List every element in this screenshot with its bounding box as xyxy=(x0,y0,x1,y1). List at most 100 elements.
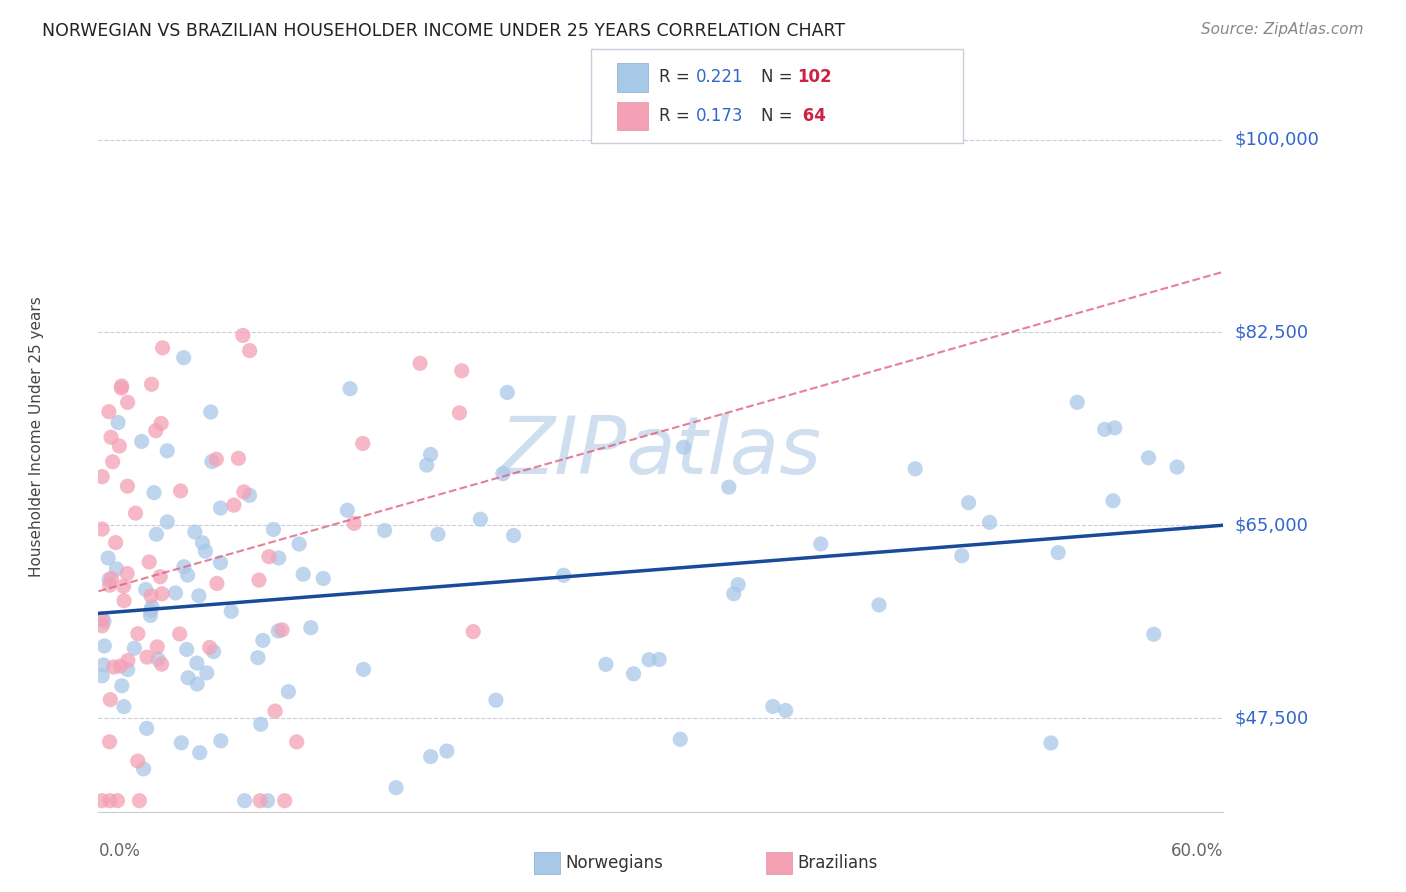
Point xyxy=(374,524,396,538)
Point xyxy=(409,356,432,370)
Point xyxy=(1166,460,1188,475)
Point xyxy=(485,693,508,707)
Point xyxy=(436,744,458,758)
Point xyxy=(117,395,139,409)
Point xyxy=(98,735,121,749)
Point xyxy=(1047,546,1070,560)
Point xyxy=(93,639,115,653)
Point xyxy=(141,599,163,614)
Point xyxy=(145,527,167,541)
Point xyxy=(111,679,134,693)
Point xyxy=(775,703,797,717)
Point xyxy=(232,328,254,343)
Point xyxy=(449,406,471,420)
Point xyxy=(117,479,139,493)
Point xyxy=(177,671,200,685)
Text: 0.221: 0.221 xyxy=(696,69,744,87)
Point xyxy=(173,351,195,365)
Text: 0.0%: 0.0% xyxy=(98,842,141,860)
Point xyxy=(1137,450,1160,465)
Point xyxy=(257,549,280,564)
Point xyxy=(1039,736,1062,750)
Point xyxy=(91,794,114,808)
Text: $65,000: $65,000 xyxy=(1234,516,1308,534)
Point xyxy=(1066,395,1088,409)
Point xyxy=(103,660,125,674)
Point xyxy=(957,496,980,510)
Point xyxy=(141,377,163,392)
Point xyxy=(352,436,374,450)
Point xyxy=(426,527,449,541)
Point xyxy=(205,576,228,591)
Point xyxy=(169,483,191,498)
Point xyxy=(222,498,245,512)
Point xyxy=(104,535,127,549)
Point xyxy=(267,551,290,566)
Point xyxy=(98,692,121,706)
Point xyxy=(1102,493,1125,508)
Point xyxy=(492,467,515,481)
Point xyxy=(149,570,172,584)
Point xyxy=(336,503,359,517)
Point xyxy=(145,424,167,438)
Point xyxy=(247,573,270,587)
Point xyxy=(91,469,114,483)
Point xyxy=(139,608,162,623)
Point xyxy=(152,341,174,355)
Point xyxy=(194,544,217,558)
Point xyxy=(672,440,695,454)
Point xyxy=(127,626,149,640)
Point xyxy=(263,523,285,537)
Point xyxy=(1143,627,1166,641)
Point xyxy=(173,559,195,574)
Point xyxy=(723,587,745,601)
Point xyxy=(264,704,287,718)
Text: $47,500: $47,500 xyxy=(1234,709,1309,727)
Point xyxy=(209,501,232,516)
Point xyxy=(91,522,114,536)
Point xyxy=(502,528,524,542)
Point xyxy=(1094,422,1116,436)
Point xyxy=(648,652,671,666)
Point xyxy=(97,551,120,566)
Point xyxy=(202,645,225,659)
Point xyxy=(91,612,114,626)
Point xyxy=(292,567,315,582)
Point xyxy=(98,794,121,808)
Point xyxy=(131,434,153,449)
Point xyxy=(273,794,295,808)
Point xyxy=(209,556,232,570)
Text: R =: R = xyxy=(659,107,696,125)
Text: $82,500: $82,500 xyxy=(1234,324,1309,342)
Point xyxy=(170,736,193,750)
Point xyxy=(112,699,135,714)
Point xyxy=(450,364,472,378)
Point xyxy=(150,417,173,431)
Point xyxy=(187,589,209,603)
Point xyxy=(299,621,322,635)
Point xyxy=(93,615,115,629)
Point xyxy=(135,582,157,597)
Text: Brazilians: Brazilians xyxy=(797,855,877,872)
Text: 64: 64 xyxy=(797,107,827,125)
Point xyxy=(91,618,114,632)
Point xyxy=(246,650,269,665)
Point xyxy=(110,659,132,673)
Point xyxy=(184,524,207,539)
Point xyxy=(238,488,260,502)
Point xyxy=(312,572,335,586)
Point xyxy=(112,579,135,593)
Point xyxy=(201,454,224,468)
Point xyxy=(463,624,485,639)
Point xyxy=(117,654,139,668)
Point xyxy=(419,749,441,764)
Point xyxy=(139,604,162,618)
Point xyxy=(385,780,408,795)
Text: Source: ZipAtlas.com: Source: ZipAtlas.com xyxy=(1201,22,1364,37)
Point xyxy=(91,669,114,683)
Text: NORWEGIAN VS BRAZILIAN HOUSEHOLDER INCOME UNDER 25 YEARS CORRELATION CHART: NORWEGIAN VS BRAZILIAN HOUSEHOLDER INCOM… xyxy=(42,22,845,40)
Point xyxy=(150,587,173,601)
Point xyxy=(186,677,208,691)
Point xyxy=(762,699,785,714)
Point xyxy=(124,641,146,656)
